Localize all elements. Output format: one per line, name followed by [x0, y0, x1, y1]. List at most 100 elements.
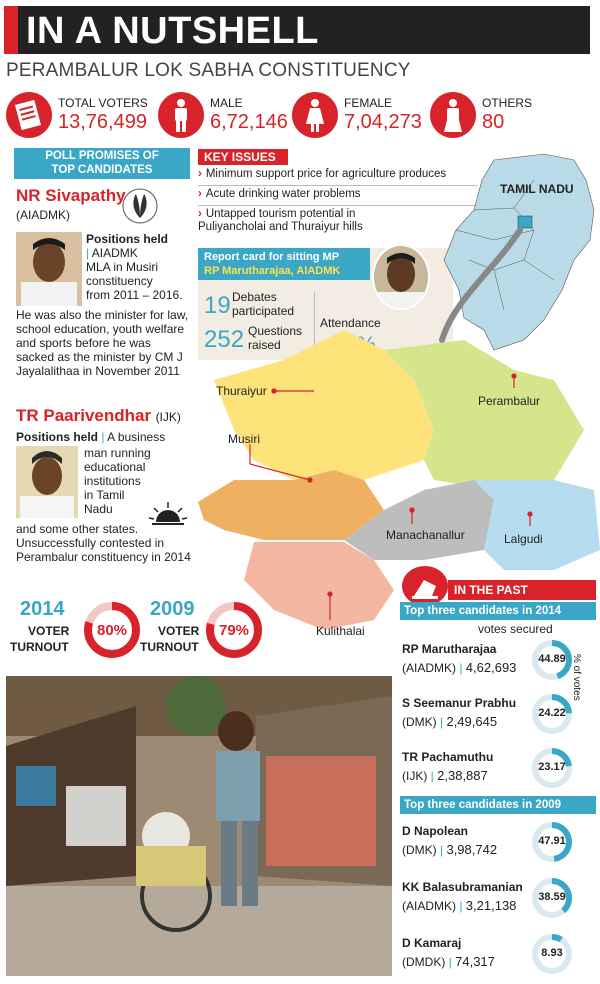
stat-label: MALE — [210, 96, 243, 110]
vote-share-arc — [532, 694, 572, 734]
turnout-label: TURNOUT — [140, 640, 199, 654]
candidate-votes: 4,62,693 — [465, 660, 517, 675]
vote-share-ring — [532, 822, 572, 862]
rising-sun-icon — [148, 500, 188, 530]
vote-share-ring — [532, 640, 572, 680]
candidate-name: D Napolean — [402, 824, 469, 838]
stat-value: 7,04,273 — [344, 111, 422, 133]
header-line: POLL PROMISES OF — [45, 150, 159, 162]
person-icon — [430, 92, 476, 138]
candidate-row: S Seemanur Prabhu (DMK) | 2,49,645 24.22 — [400, 688, 596, 742]
poll-promises-header: POLL PROMISES OF TOP CANDIDATES — [14, 148, 190, 179]
votes-secured-label: votes secured — [478, 622, 553, 636]
candidate-party: (IJK) — [402, 769, 428, 783]
vote-share-value: 23.17 — [538, 761, 566, 773]
candidate-name: KK Balasubramanian — [402, 880, 523, 894]
candidate-party: (AIADMK) — [16, 208, 70, 222]
turnout-year: 2014 — [20, 598, 65, 620]
positions-line: MLA in Musiri — [86, 260, 159, 274]
vote-share-ring — [532, 934, 572, 974]
candidate-party: (AIADMK) — [402, 661, 456, 675]
candidate-row: KK Balasubramanian (AIADMK) | 3,21,138 38.… — [400, 872, 596, 928]
positions-line: in Tamil — [84, 488, 125, 502]
page-title: IN A NUTSHELL — [26, 10, 319, 52]
candidate-positions: Positions held | AIADMK MLA in Musiri co… — [86, 232, 194, 302]
positions-label: Positions held — [16, 430, 99, 444]
past-header: IN THE PAST — [448, 580, 596, 600]
positions-line: from 2011 – 2016. — [86, 288, 183, 302]
stat-label: FEMALE — [344, 96, 393, 110]
female-icon — [292, 92, 338, 138]
candidate-row: D Napolean (DMK) | 3,98,742 47.91 — [400, 816, 596, 872]
positions-line: Nadu — [84, 502, 113, 516]
vote-share-arc — [532, 640, 572, 680]
candidate-party-votes: (AIADMK) | 4,62,693 — [402, 660, 517, 675]
key-issue-item: › Minimum support price for agriculture p… — [198, 168, 478, 186]
vote-share-value: 47.91 — [538, 835, 566, 847]
candidate-name: NR Sivapathy — [16, 186, 126, 205]
turnout-label: VOTER — [28, 624, 70, 638]
candidate-party: (DMK) — [402, 715, 437, 729]
candidate-party: (IJK) — [155, 410, 181, 424]
attendance-label: Attendance — [320, 316, 381, 330]
vote-share-arc — [532, 878, 572, 918]
candidate-photo — [16, 446, 78, 518]
candidate-party: (DMK) — [402, 843, 437, 857]
mp-photo — [372, 244, 430, 310]
turnout-value: 80% — [96, 622, 128, 639]
candidate-party-votes: (AIADMK) | 3,21,138 — [402, 898, 517, 913]
header-line: Report card for sitting MP — [204, 251, 340, 263]
key-issue-item: › Untapped tourism potential in Puliyanch… — [198, 208, 363, 233]
turnout-label: VOTER — [158, 624, 200, 638]
candidate-party: (DMDK) — [402, 955, 446, 969]
candidate-votes: 3,21,138 — [465, 898, 517, 913]
stat-label: OTHERS — [482, 96, 533, 110]
candidate2-positions-heading: Positions held | A business — [16, 430, 166, 444]
past-2009-header: Top three candidates in 2009 — [400, 796, 596, 814]
candidate2-heading: TR Paarivendhar (IJK) — [16, 406, 181, 426]
map-label-perambalur: Perambalur — [478, 394, 541, 408]
candidate-party-votes: (DMDK) | 74,317 — [402, 954, 495, 969]
candidate-name: S Seemanur Prabhu — [402, 696, 517, 710]
candidate-party-votes: (IJK) | 2,38,887 — [402, 768, 488, 783]
vote-share-arc — [532, 748, 572, 788]
vote-share-value: 24.22 — [538, 707, 566, 719]
stat-total-voters: TOTAL VOTERS 13,76,499 — [6, 92, 148, 142]
candidate-party: (AIADMK) — [402, 899, 456, 913]
vote-share-value: 38.59 — [538, 891, 566, 903]
candidate-name: D Kamaraj — [402, 936, 462, 950]
candidate-name: TR Paarivendhar — [16, 406, 152, 425]
candidate-body: He was also the minister for law, school… — [16, 308, 189, 378]
candidate-party-votes: (DMK) | 3,98,742 — [402, 842, 498, 857]
map-label-manachanallur: Manachanallur — [386, 528, 465, 542]
positions-line: institutions — [84, 474, 141, 488]
divider — [314, 292, 315, 354]
candidate-votes: 2,38,887 — [437, 768, 488, 783]
constituency-map — [198, 153, 600, 630]
vote-share-ring — [532, 748, 572, 788]
questions-count: 252 — [204, 326, 245, 353]
key-issues-header: KEY ISSUES — [198, 149, 288, 165]
candidate-row: TR Pachamuthu (IJK) | 2,38,887 23.17 — [400, 742, 596, 796]
male-icon — [158, 92, 204, 138]
state-label: TAMIL NADU — [500, 182, 574, 196]
ballot-icon — [6, 92, 52, 138]
turnout-year: 2009 — [150, 598, 195, 620]
page-subtitle: PERAMBALUR LOK SABHA CONSTITUENCY — [6, 60, 411, 81]
candidate-name: TR Pachamuthu — [402, 750, 494, 764]
map-label-kulithalai: Kulithalai — [316, 624, 365, 638]
turnout-2014: 2014 VOTER TURNOUT 80% — [10, 598, 146, 664]
positions-line: A business — [107, 430, 166, 444]
debates-count: 19 — [204, 292, 231, 319]
positions-line: man running — [84, 446, 151, 460]
map-label-lalgudi: Lalgudi — [504, 532, 543, 546]
turnout-2009: 2009 VOTER TURNOUT 79% — [140, 598, 276, 664]
debates-label: Debates participated — [232, 290, 295, 318]
report-card-header: Report card for sitting MP RP Marutharaj… — [198, 248, 370, 280]
positions-label: Positions held — [86, 232, 169, 246]
vote-share-ring — [532, 694, 572, 734]
stat-value: 80 — [482, 111, 505, 133]
vote-share-ring — [532, 878, 572, 918]
candidate-row: D Kamaraj (DMDK) | 74,317 8.93 — [400, 928, 596, 984]
stat-male: MALE 6,72,146 — [158, 92, 288, 142]
